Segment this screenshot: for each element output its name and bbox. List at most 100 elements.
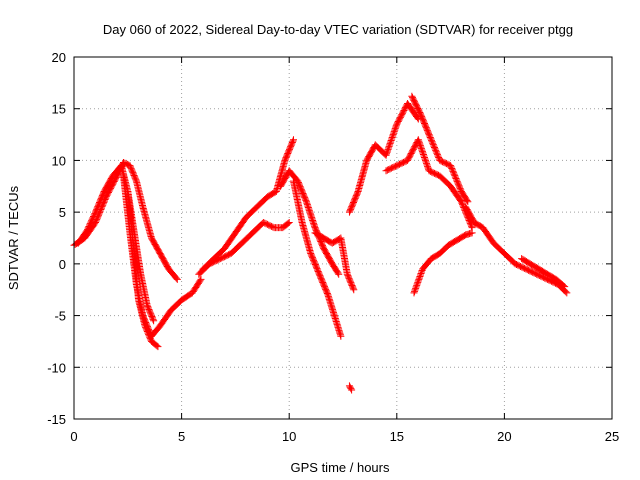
data-point bbox=[387, 136, 395, 144]
data-point bbox=[422, 158, 430, 166]
data-point bbox=[88, 217, 96, 225]
data-point bbox=[413, 280, 421, 288]
data-point bbox=[468, 229, 476, 237]
data-point bbox=[433, 151, 441, 159]
data-point bbox=[337, 332, 345, 340]
data-point bbox=[386, 139, 394, 147]
data-point bbox=[417, 145, 425, 153]
y-tick-label: 10 bbox=[52, 153, 66, 168]
data-point bbox=[150, 317, 158, 325]
data-point bbox=[427, 136, 435, 144]
data-point bbox=[153, 342, 161, 350]
data-point bbox=[86, 221, 94, 229]
data-point bbox=[415, 274, 423, 282]
data-point bbox=[284, 219, 292, 227]
data-point bbox=[415, 275, 423, 283]
data-point bbox=[290, 136, 298, 144]
data-point bbox=[563, 289, 571, 297]
x-axis-label: GPS time / hours bbox=[291, 460, 390, 475]
data-point bbox=[418, 146, 426, 154]
y-tick-label: -15 bbox=[47, 412, 66, 427]
data-point bbox=[132, 176, 140, 184]
data-point bbox=[426, 132, 434, 140]
data-point bbox=[419, 151, 427, 159]
data-point bbox=[455, 182, 463, 190]
data-point bbox=[453, 177, 461, 185]
data-point bbox=[419, 149, 427, 157]
x-tick-label: 25 bbox=[605, 429, 619, 444]
data-point bbox=[416, 271, 424, 279]
y-tick-label: -10 bbox=[47, 360, 66, 375]
data-point bbox=[560, 282, 568, 290]
data-point bbox=[389, 132, 397, 140]
data-point bbox=[87, 218, 95, 226]
data-point bbox=[392, 122, 400, 130]
data-point bbox=[418, 148, 426, 156]
chart-title: Day 060 of 2022, Sidereal Day-to-day VTE… bbox=[103, 22, 573, 37]
data-point bbox=[412, 284, 420, 292]
data-point bbox=[451, 172, 459, 180]
data-point bbox=[426, 133, 434, 141]
data-point bbox=[387, 138, 395, 146]
data-point bbox=[285, 218, 293, 226]
data-point bbox=[424, 164, 432, 172]
data-point bbox=[414, 136, 422, 144]
data-point bbox=[392, 123, 400, 131]
data-point bbox=[423, 159, 431, 167]
data-point bbox=[84, 224, 92, 232]
data-point bbox=[347, 385, 355, 393]
data-point bbox=[429, 139, 437, 147]
data-point bbox=[456, 185, 464, 193]
data-point bbox=[468, 222, 476, 230]
data-point bbox=[383, 150, 391, 158]
data-point bbox=[463, 197, 471, 205]
data-points bbox=[70, 92, 571, 394]
data-point bbox=[414, 277, 422, 285]
x-tick-label: 20 bbox=[497, 429, 511, 444]
data-point bbox=[416, 272, 424, 280]
data-point bbox=[391, 126, 399, 134]
data-point bbox=[289, 137, 297, 145]
data-point bbox=[384, 145, 392, 153]
data-point bbox=[420, 153, 428, 161]
data-point bbox=[562, 288, 570, 296]
y-tick-label: 0 bbox=[59, 257, 66, 272]
data-point bbox=[450, 170, 458, 178]
data-point bbox=[425, 131, 433, 139]
x-tick-label: 10 bbox=[282, 429, 296, 444]
data-point bbox=[433, 149, 441, 157]
data-point bbox=[411, 287, 419, 295]
data-point bbox=[447, 162, 455, 170]
data-point bbox=[389, 131, 397, 139]
data-point bbox=[454, 180, 462, 188]
data-point bbox=[88, 215, 96, 223]
data-point bbox=[412, 283, 420, 291]
data-point bbox=[448, 164, 456, 172]
data-point bbox=[417, 269, 425, 277]
plot-frame bbox=[73, 56, 613, 420]
axis-ticks: 0 5 10 15 20 25 -15 -10 -5 0 5 10 15 20 bbox=[47, 50, 619, 444]
data-point bbox=[390, 129, 398, 137]
data-point bbox=[427, 135, 435, 143]
data-point bbox=[561, 283, 569, 291]
data-point bbox=[451, 173, 459, 181]
y-tick-label: 20 bbox=[52, 50, 66, 65]
data-point bbox=[348, 386, 356, 394]
data-point bbox=[391, 125, 399, 133]
data-point bbox=[417, 143, 425, 151]
data-point bbox=[90, 211, 98, 219]
data-point bbox=[421, 156, 429, 164]
data-point bbox=[423, 161, 431, 169]
data-point bbox=[334, 269, 342, 277]
data-point bbox=[382, 151, 390, 159]
y-axis-label: SDTVAR / TECUs bbox=[6, 185, 21, 290]
data-point bbox=[385, 144, 393, 152]
data-point bbox=[149, 315, 157, 323]
data-point bbox=[448, 166, 456, 174]
data-point bbox=[383, 148, 391, 156]
data-point bbox=[385, 142, 393, 150]
data-point bbox=[450, 169, 458, 177]
data-point bbox=[196, 277, 204, 285]
data-point bbox=[85, 222, 93, 230]
